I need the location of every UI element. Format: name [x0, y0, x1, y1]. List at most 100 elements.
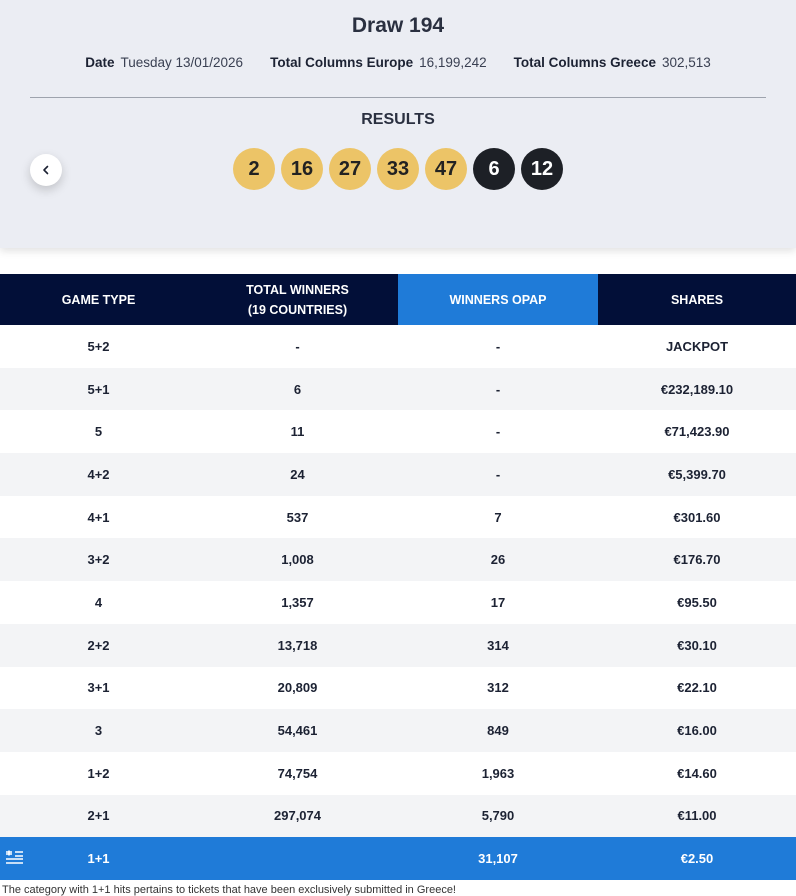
draw-title: Draw 194	[351, 14, 445, 37]
total-columns-greece: Total Columns Greece 302,513	[514, 55, 711, 70]
table-row: 3 54,461 849 €16.00	[0, 709, 796, 752]
prize-table: GAME TYPE TOTAL WINNERS (19 COUNTRIES) W…	[0, 274, 796, 880]
cell-type: 5+1	[0, 367, 197, 411]
cell-type-label: 1+1	[87, 851, 110, 867]
header-total-winners-line2: (19 COUNTRIES)	[247, 302, 348, 317]
cell-share: €301.60	[598, 495, 796, 539]
results-label: RESULTS	[361, 111, 435, 128]
cell-opap: -	[398, 367, 598, 411]
cell-share: €176.70	[598, 538, 796, 582]
cell-total: 11	[197, 410, 398, 454]
cell-share: €71,423.90	[598, 410, 796, 454]
draw-meta: Date Tuesday 13/01/2026 Total Columns Eur…	[0, 55, 796, 70]
cell-type: 2+2	[0, 623, 197, 667]
cell-total: -	[197, 325, 398, 368]
chevron-left-icon	[43, 165, 49, 175]
greece-label: Total Columns Greece	[513, 55, 656, 70]
cell-share: €95.50	[598, 581, 796, 624]
table-row: 5 11- €71,423.90	[0, 410, 796, 454]
cell-total: 74,754	[197, 751, 398, 795]
date-label: Date	[85, 55, 115, 70]
cell-opap: 26	[398, 538, 598, 582]
footnote: The category with 1+1 hits pertains to t…	[2, 884, 456, 896]
cell-share: JACKPOT	[598, 325, 796, 368]
cell-total: 6	[197, 367, 398, 411]
cell-opap: 31,107	[398, 837, 598, 880]
cell-opap: -	[398, 325, 598, 368]
header-game-type: GAME TYPE	[0, 274, 197, 325]
cell-opap: 7	[398, 495, 598, 539]
cell-type: 4	[0, 581, 197, 624]
cell-total: 54,461	[197, 709, 398, 752]
cell-type: 4+1	[0, 495, 197, 539]
number-ball: 47	[425, 148, 467, 190]
cell-share: €30.10	[598, 623, 796, 667]
table-row: 5+2- - JACKPOT	[0, 325, 796, 368]
number-ball: 27	[329, 148, 371, 190]
cell-share: €22.10	[598, 666, 796, 710]
table-header-row: GAME TYPE TOTAL WINNERS (19 COUNTRIES) W…	[0, 274, 796, 325]
table-row: 3+1 20,809 312 €22.10	[0, 666, 796, 710]
header-total-winners-line1: TOTAL WINNERS	[246, 282, 349, 297]
table-row: 5+1 6- €232,189.10	[0, 367, 796, 411]
cell-opap: 5,790	[398, 794, 598, 838]
cell-type: 1+1	[0, 837, 197, 880]
cell-share: €14.60	[598, 751, 796, 795]
cell-opap: 17	[398, 581, 598, 624]
cell-share: €5,399.70	[598, 453, 796, 496]
date-value: Tuesday 13/01/2026	[120, 55, 244, 70]
cell-opap: 1,963	[398, 751, 598, 795]
cell-opap: 314	[398, 623, 598, 667]
cell-opap: -	[398, 453, 598, 496]
cell-total: 1,357	[197, 581, 398, 624]
star-ball: 12	[521, 148, 563, 190]
cell-total: 24	[197, 453, 398, 496]
cell-total: 20,809	[197, 666, 398, 710]
star-ball: 6	[473, 148, 515, 190]
europe-label: Total Columns Europe	[270, 55, 414, 70]
draw-date: Date Tuesday 13/01/2026	[85, 55, 243, 70]
cell-total	[197, 837, 398, 880]
cell-opap: 312	[398, 666, 598, 710]
table-row: 3+2 1,008 26 €176.70	[0, 538, 796, 582]
greek-flag-icon	[6, 850, 23, 865]
cell-type: 1+2	[0, 751, 197, 795]
cell-share: €2.50	[598, 837, 796, 880]
cell-total: 297,074	[197, 794, 398, 838]
cell-share: €232,189.10	[598, 367, 796, 411]
table-row: 2+1 297,074 5,790 €11.00	[0, 794, 796, 838]
table-row: 4 1,357 17 €95.50	[0, 581, 796, 624]
cell-share: €16.00	[598, 709, 796, 752]
number-ball: 33	[377, 148, 419, 190]
cell-type: 5+2	[0, 325, 197, 368]
cell-type: 3	[0, 709, 197, 752]
previous-draw-button[interactable]	[30, 154, 62, 186]
table-row: 4+1 537 7 €301.60	[0, 495, 796, 539]
cell-type: 4+2	[0, 453, 197, 496]
cell-type: 3+1	[0, 666, 197, 710]
cell-opap: -	[398, 410, 598, 454]
table-row-greece-only: 1+1 31,107 €2.50	[0, 837, 796, 880]
cell-type: 2+1	[0, 794, 197, 838]
draw-card: Draw 194 Date Tuesday 13/01/2026 Total Co…	[0, 0, 796, 248]
header-shares: SHARES	[598, 274, 796, 325]
cell-share: €11.00	[598, 794, 796, 838]
total-columns-europe: Total Columns Europe 16,199,242	[270, 55, 487, 70]
greece-value: 302,513	[661, 55, 711, 70]
cell-total: 13,718	[197, 623, 398, 667]
cell-total: 537	[197, 495, 398, 539]
table-row: 4+2 24- €5,399.70	[0, 453, 796, 496]
winning-numbers: 2 16 27 33 47 6 12	[233, 148, 563, 190]
header-winners-opap: WINNERS OPAP	[398, 274, 598, 325]
cell-opap: 849	[398, 709, 598, 752]
cell-total: 1,008	[197, 538, 398, 582]
divider	[30, 97, 766, 98]
europe-value: 16,199,242	[419, 55, 487, 70]
table-row: 2+2 13,718 314 €30.10	[0, 623, 796, 667]
cell-type: 3+2	[0, 538, 197, 582]
number-ball: 16	[281, 148, 323, 190]
header-total-winners: TOTAL WINNERS (19 COUNTRIES)	[197, 274, 398, 325]
table-row: 1+2 74,754 1,963 €14.60	[0, 751, 796, 795]
number-ball: 2	[233, 148, 275, 190]
cell-type: 5	[0, 410, 197, 454]
